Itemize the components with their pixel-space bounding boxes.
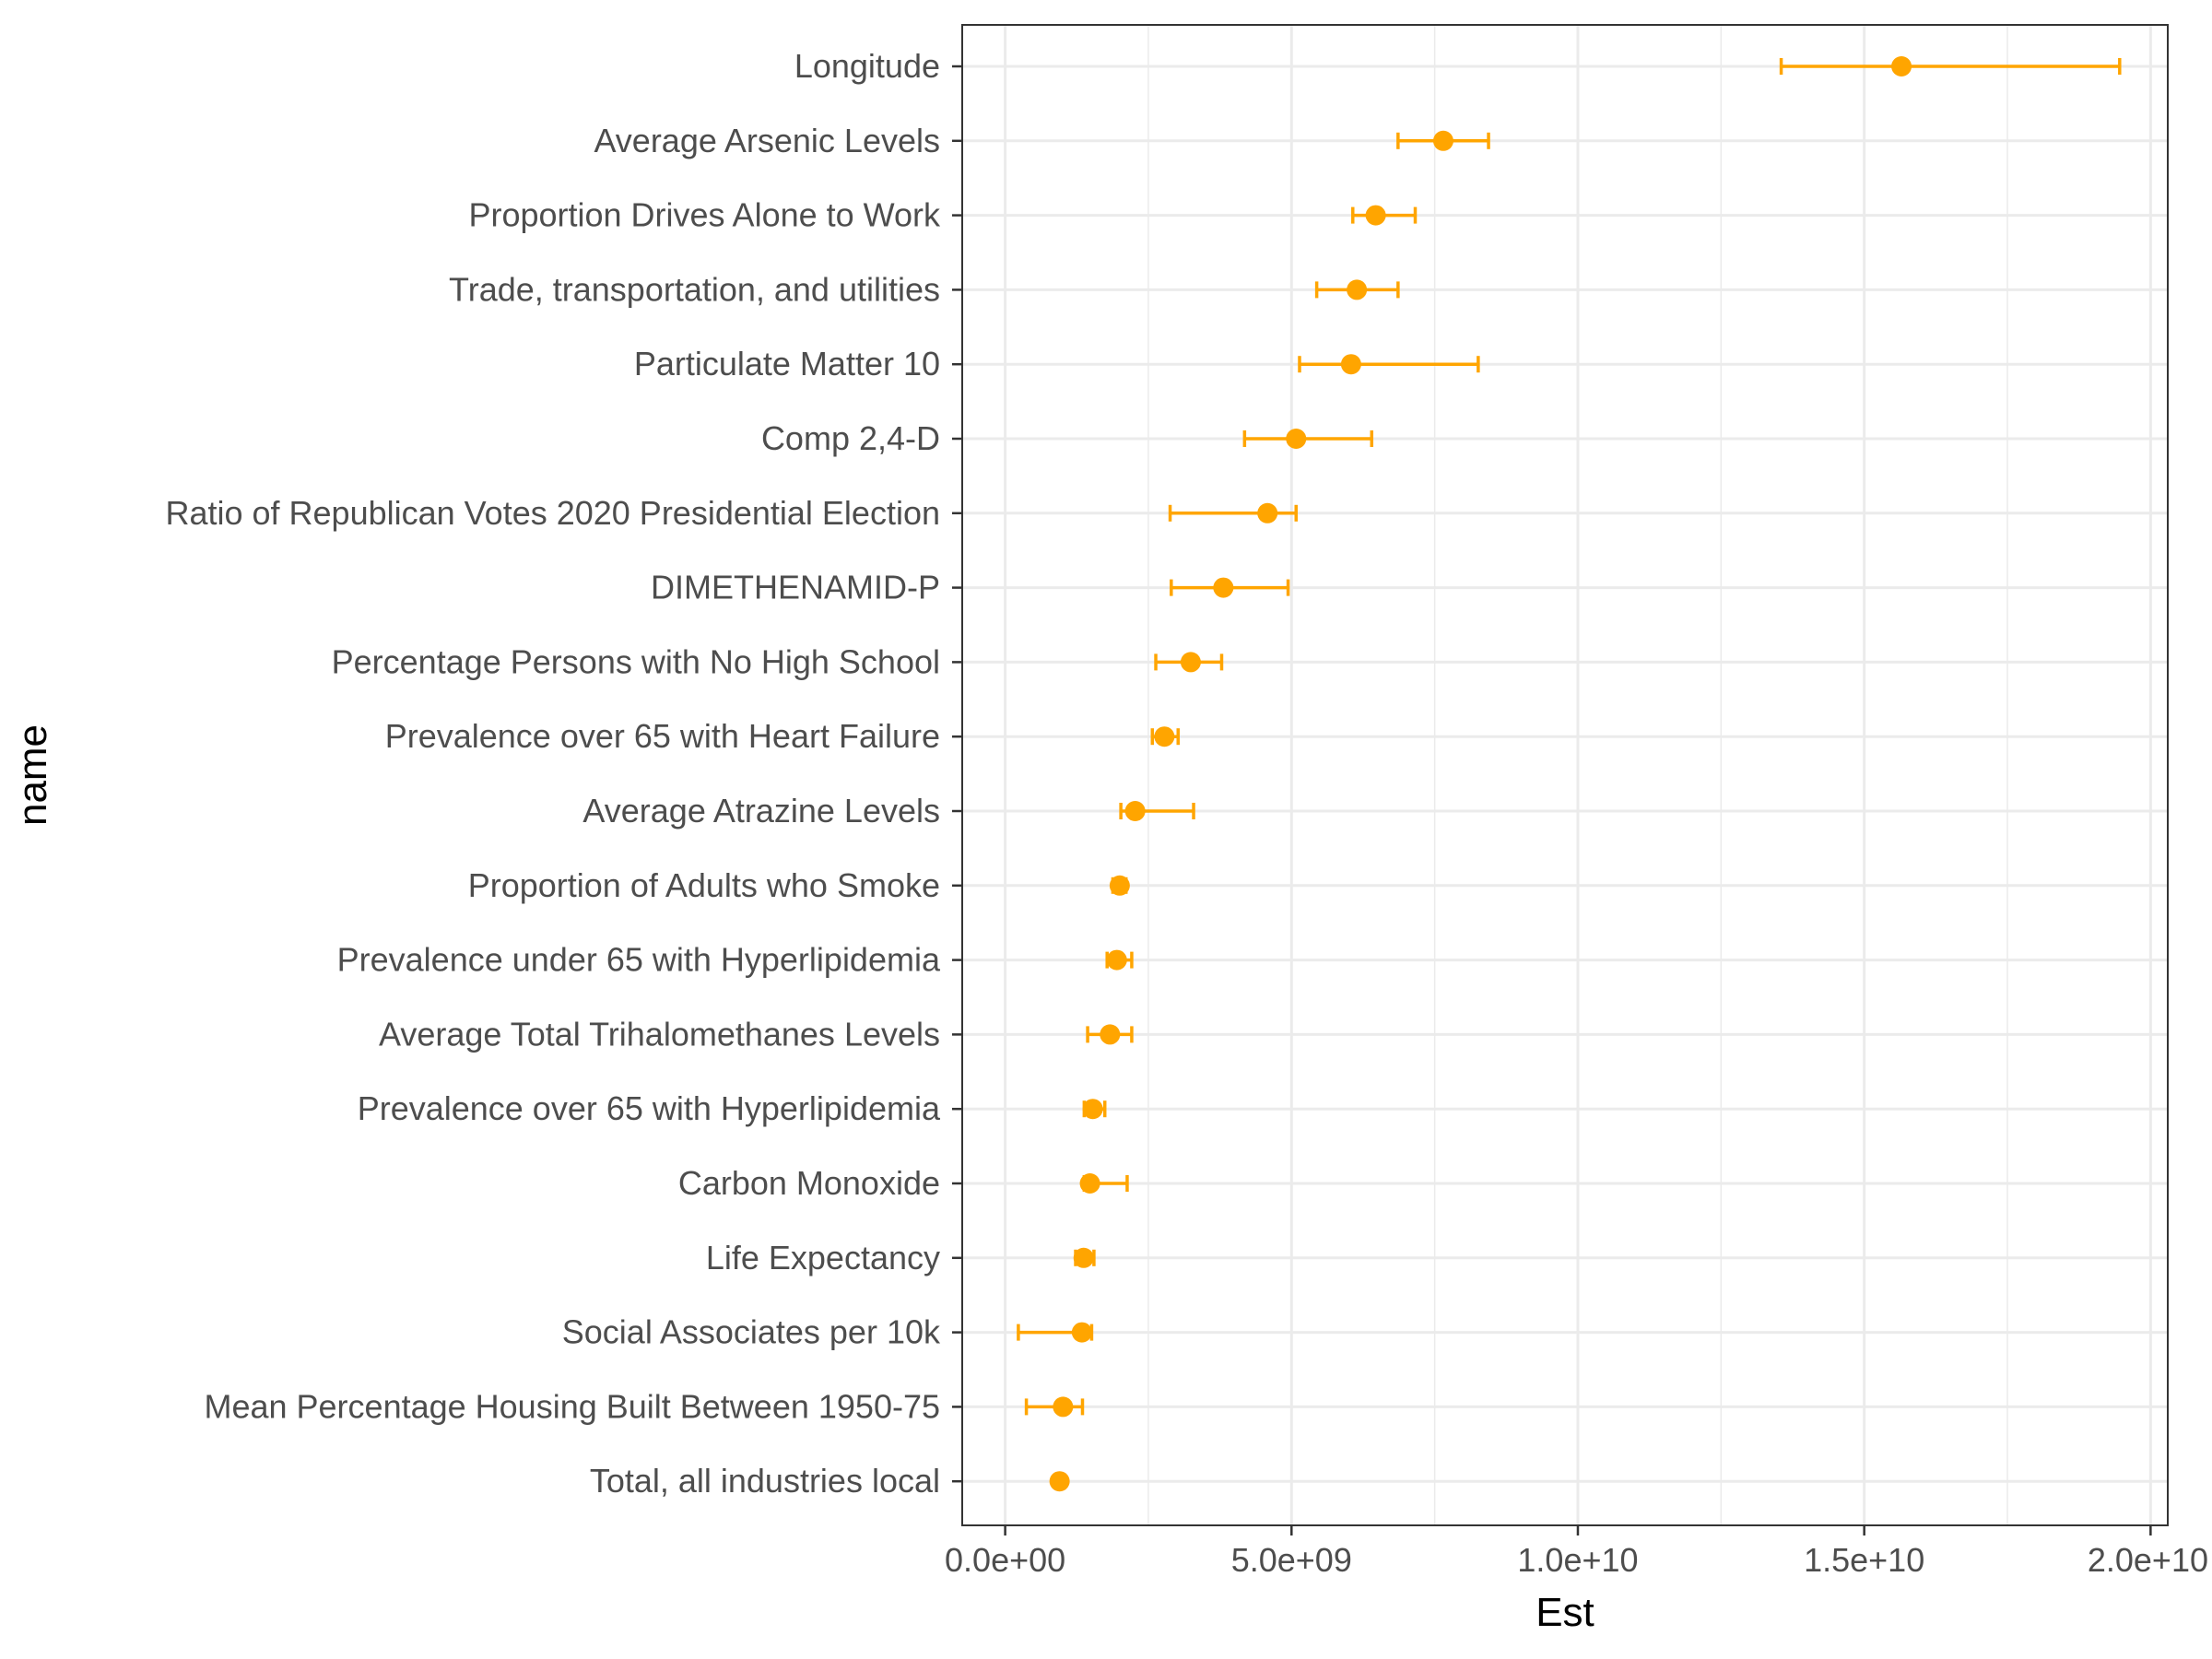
y-tick-label: Longitude	[794, 47, 940, 85]
estimate-point	[1180, 652, 1201, 673]
y-tick-label: Proportion of Adults who Smoke	[468, 866, 940, 904]
estimate-point	[1213, 577, 1234, 598]
panel-border	[961, 24, 2169, 1526]
estimate-point	[1154, 726, 1175, 747]
y-tick-label: Particulate Matter 10	[634, 345, 940, 382]
x-tick-label: 1.0e+10	[1517, 1541, 1638, 1579]
estimate-point	[1365, 205, 1386, 226]
estimate-point	[1286, 429, 1307, 449]
y-tick-label: Carbon Monoxide	[678, 1164, 940, 1202]
estimate-point	[1340, 354, 1361, 375]
x-tick-label: 5.0e+09	[1231, 1541, 1352, 1579]
estimate-point	[1100, 1024, 1121, 1045]
y-tick-label: Prevalence over 65 with Heart Failure	[385, 717, 940, 755]
x-axis-title: Est	[1535, 1590, 1594, 1635]
x-tick-label: 0.0e+00	[945, 1541, 1065, 1579]
y-tick-label: Life Expectancy	[706, 1239, 940, 1277]
estimate-point	[1071, 1322, 1092, 1343]
y-tick-label: Average Total Trihalomethanes Levels	[379, 1015, 940, 1053]
estimate-point	[1049, 1471, 1070, 1492]
estimate-point	[1079, 1173, 1100, 1194]
y-tick-label: Average Arsenic Levels	[594, 122, 940, 159]
y-tick-label: Average Atrazine Levels	[582, 792, 940, 830]
y-tick-label: Ratio of Republican Votes 2020 President…	[165, 494, 940, 532]
y-tick-label: Total, all industries local	[590, 1462, 940, 1500]
estimate-point	[1347, 279, 1368, 300]
y-tick-label: Percentage Persons with No High School	[332, 642, 940, 680]
y-tick-label: DIMETHENAMID-P	[651, 569, 940, 606]
plot-marks	[1017, 56, 2122, 1492]
y-tick-label: Mean Percentage Housing Built Between 19…	[204, 1387, 940, 1425]
estimate-point	[1891, 56, 1912, 76]
y-tick-label: Comp 2,4-D	[761, 419, 940, 457]
y-tick-label: Prevalence over 65 with Hyperlipidemia	[358, 1089, 941, 1127]
estimate-point	[1082, 1099, 1103, 1120]
estimate-point	[1109, 875, 1130, 896]
y-tick-label: Prevalence under 65 with Hyperlipidemia	[337, 941, 941, 979]
estimate-point	[1124, 801, 1146, 821]
y-tick-label: Trade, transportation, and utilities	[449, 270, 940, 308]
major-gridlines	[962, 25, 2168, 1525]
x-axis: 0.0e+00 5.0e+09 1.0e+10 1.5e+10 2.0e+10	[945, 1525, 2208, 1579]
estimate-point	[1257, 502, 1278, 524]
y-axis: Longitude Average Arsenic Levels Proportio…	[165, 47, 962, 1500]
estimate-point	[1073, 1247, 1094, 1268]
y-axis-title: name	[10, 724, 55, 826]
y-tick-label: Social Associates per 10k	[562, 1313, 941, 1351]
y-tick-label: Proportion Drives Alone to Work	[468, 196, 941, 234]
x-tick-label: 1.5e+10	[1804, 1541, 1924, 1579]
x-tick-label: 2.0e+10	[2088, 1541, 2208, 1579]
estimate-point	[1053, 1396, 1074, 1418]
estimate-point	[1106, 949, 1127, 971]
minor-gridlines	[1147, 25, 2008, 1525]
estimate-point	[1432, 130, 1453, 151]
